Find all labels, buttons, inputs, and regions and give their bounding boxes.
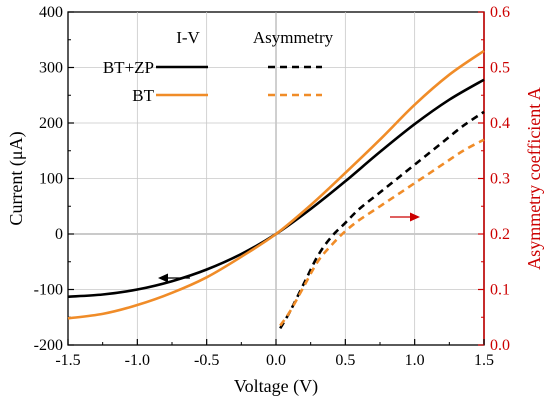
x-tick-label: 1.0 <box>405 352 425 369</box>
series-layer <box>67 49 485 330</box>
series-bt-asymmetry-line <box>279 138 485 327</box>
y-left-tick-label: 300 <box>39 60 63 77</box>
y-left-tick-label: -200 <box>34 337 63 354</box>
left-axis-arrow <box>158 273 190 283</box>
y-left-tick-label: 0 <box>55 226 63 243</box>
y-right-tick-label: 0.5 <box>490 60 510 77</box>
y-right-tick-label: 0.0 <box>490 337 510 354</box>
x-tick-label: -1.5 <box>55 352 80 369</box>
legend: I-V Asymmetry BT+ZP BT <box>103 28 334 105</box>
x-tick-label: -1.0 <box>125 352 150 369</box>
y-right-axis-ticks: 0.0 0.1 0.2 0.3 0.4 0.5 0.6 <box>478 4 510 354</box>
x-tick-label: -0.5 <box>194 352 219 369</box>
x-axis-title: Voltage (V) <box>234 376 318 397</box>
y-right-tick-label: 0.2 <box>490 226 510 243</box>
y-left-tick-label: 400 <box>39 4 63 21</box>
y-right-tick-label: 0.3 <box>490 171 510 188</box>
y-left-tick-label: 200 <box>39 115 63 132</box>
series-bt-iv-line <box>67 49 485 320</box>
y-right-tick-label: 0.1 <box>490 282 510 299</box>
x-axis-ticks: -1.5 -1.0 -0.5 0.0 0.5 1.0 1.5 <box>55 339 494 369</box>
y-left-axis-ticks: -200 -100 0 100 200 300 400 <box>34 4 74 354</box>
y-right-tick-label: 0.4 <box>490 115 510 132</box>
legend-label-bt: BT <box>132 86 154 105</box>
y-left-axis-title: Current (μA) <box>6 131 27 225</box>
y-right-axis-title: Asymmetry coefficient A <box>524 87 544 270</box>
series-bt-zp-asymmetry-line <box>279 110 485 330</box>
x-tick-label: 0.0 <box>266 352 286 369</box>
legend-header-iv: I-V <box>176 28 200 47</box>
legend-label-bt-zp: BT+ZP <box>103 58 154 77</box>
y-right-tick-label: 0.6 <box>490 4 510 21</box>
legend-header-asymmetry: Asymmetry <box>253 28 334 47</box>
x-tick-label: 1.5 <box>474 352 494 369</box>
y-left-tick-label: 100 <box>39 171 63 188</box>
y-left-tick-label: -100 <box>34 282 63 299</box>
right-axis-arrow <box>390 212 420 222</box>
x-tick-label: 0.5 <box>335 352 355 369</box>
